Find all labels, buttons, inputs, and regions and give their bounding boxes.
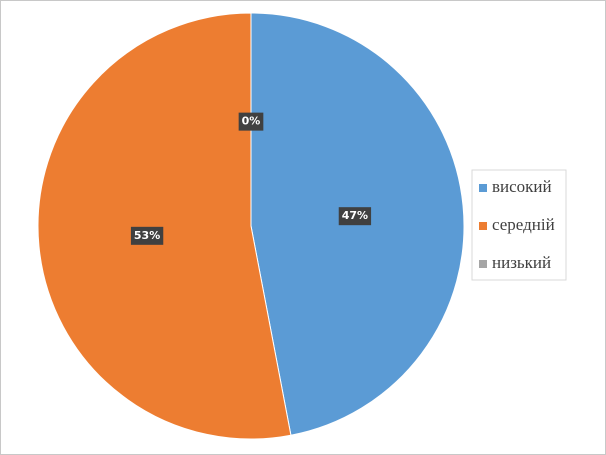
legend-label: низький: [492, 253, 551, 272]
legend-label: високий: [492, 177, 552, 196]
legend-marker: [479, 260, 487, 268]
data-label-bg: [238, 112, 264, 131]
data-label-bg: [130, 226, 164, 245]
legend-marker: [479, 184, 487, 192]
pie: 47% 53% 0%: [37, 12, 465, 440]
data-label: 0%: [242, 115, 261, 128]
legend-label: середній: [492, 215, 555, 234]
legend-marker: [479, 222, 487, 230]
legend-box: [471, 169, 567, 281]
pie-slice: [37, 12, 292, 440]
legend: високий середній низький: [479, 177, 555, 272]
data-label: 53%: [134, 229, 160, 242]
data-label-bg: [338, 207, 372, 226]
data-label: 47%: [342, 209, 368, 222]
